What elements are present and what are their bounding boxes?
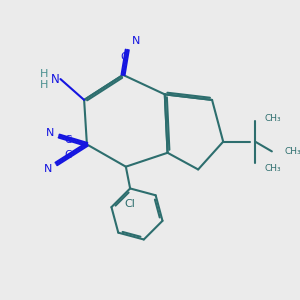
Text: Cl: Cl (124, 199, 135, 209)
Text: H: H (40, 68, 48, 79)
Text: N: N (131, 36, 140, 46)
Text: C: C (120, 52, 127, 62)
Text: H: H (40, 80, 48, 90)
Text: CH₃: CH₃ (265, 164, 281, 172)
Text: N: N (46, 128, 54, 138)
Text: CH₃: CH₃ (284, 147, 300, 156)
Text: N: N (51, 73, 59, 85)
Text: C: C (64, 150, 72, 160)
Text: C: C (64, 135, 72, 145)
Text: N: N (44, 164, 53, 175)
Text: CH₃: CH₃ (265, 113, 281, 122)
